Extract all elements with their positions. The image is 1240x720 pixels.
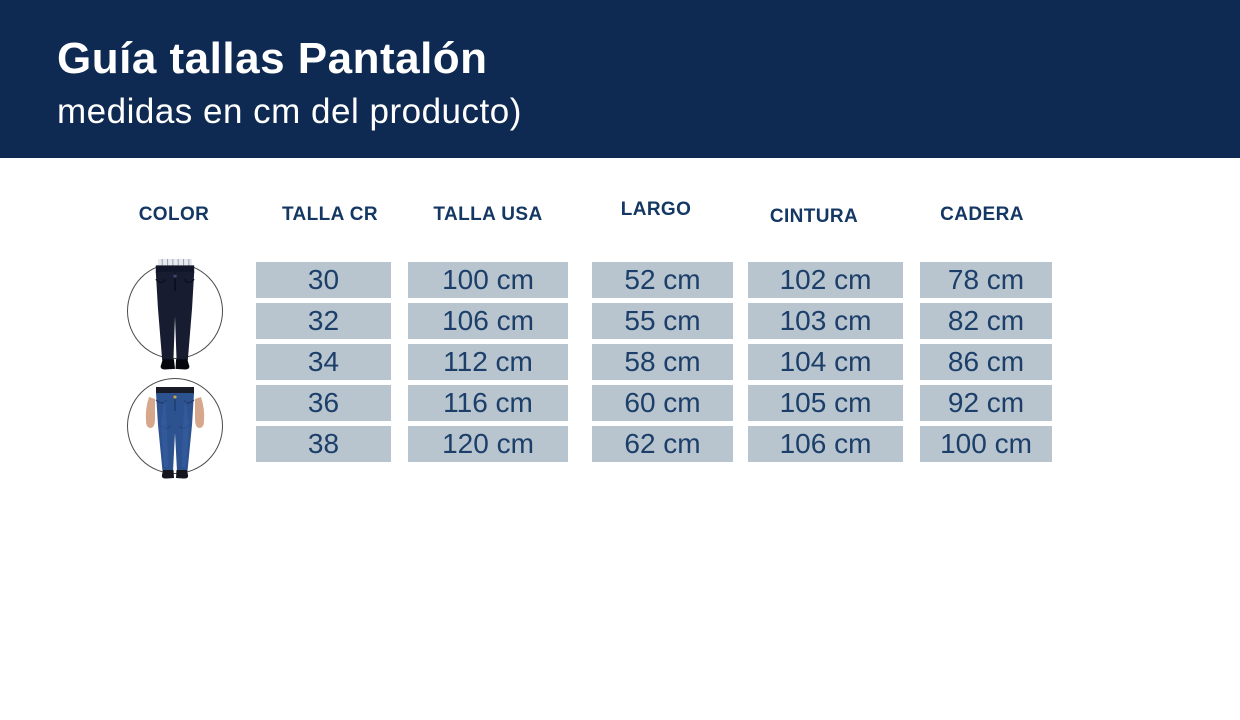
header-banner: Guía tallas Pantalón medidas en cm del p…: [0, 0, 1240, 158]
size-cell-talla-cr-row5: 38: [256, 426, 391, 462]
column-header-largo: LARGO: [620, 199, 692, 220]
size-cell-cintura-row5: 106 cm: [748, 426, 903, 462]
size-cell-talla-usa-row2: 106 cm: [408, 303, 568, 339]
size-cell-cintura-row1: 102 cm: [748, 262, 903, 298]
size-cell-talla-usa-row1: 100 cm: [408, 262, 568, 298]
size-cell-talla-cr-row4: 36: [256, 385, 391, 421]
size-cell-largo-row1: 52 cm: [592, 262, 733, 298]
size-cell-talla-usa-row3: 112 cm: [408, 344, 568, 380]
size-cell-largo-row3: 58 cm: [592, 344, 733, 380]
size-cell-cadera-row4: 92 cm: [920, 385, 1052, 421]
size-cell-cadera-row3: 86 cm: [920, 344, 1052, 380]
blue-jeans-icon: [145, 387, 205, 479]
color-option-blue-jeans-image: [127, 378, 223, 479]
size-cell-cintura-row2: 103 cm: [748, 303, 903, 339]
size-cell-talla-usa-row4: 116 cm: [408, 385, 568, 421]
column-header-color: COLOR: [138, 204, 210, 225]
page-subtitle: medidas en cm del producto): [57, 92, 522, 131]
size-cell-talla-cr-row3: 34: [256, 344, 391, 380]
size-cell-cadera-row5: 100 cm: [920, 426, 1052, 462]
size-cell-largo-row2: 55 cm: [592, 303, 733, 339]
size-cell-cintura-row4: 105 cm: [748, 385, 903, 421]
size-cell-largo-row4: 60 cm: [592, 385, 733, 421]
size-cell-talla-cr-row1: 30: [256, 262, 391, 298]
column-header-cadera: CADERA: [940, 204, 1024, 225]
column-header-talla-usa: TALLA USA: [433, 204, 543, 225]
size-cell-talla-usa-row5: 120 cm: [408, 426, 568, 462]
column-header-talla-cr: TALLA CR: [281, 204, 379, 225]
color-option-dark-jeans-image: [127, 259, 223, 370]
dark-jeans-icon: [155, 259, 195, 370]
page-title: Guía tallas Pantalón: [57, 34, 488, 83]
size-cell-largo-row5: 62 cm: [592, 426, 733, 462]
size-cell-cadera-row2: 82 cm: [920, 303, 1052, 339]
size-cell-cintura-row3: 104 cm: [748, 344, 903, 380]
size-cell-talla-cr-row2: 32: [256, 303, 391, 339]
column-header-cintura: CINTURA: [769, 206, 859, 227]
size-cell-cadera-row1: 78 cm: [920, 262, 1052, 298]
